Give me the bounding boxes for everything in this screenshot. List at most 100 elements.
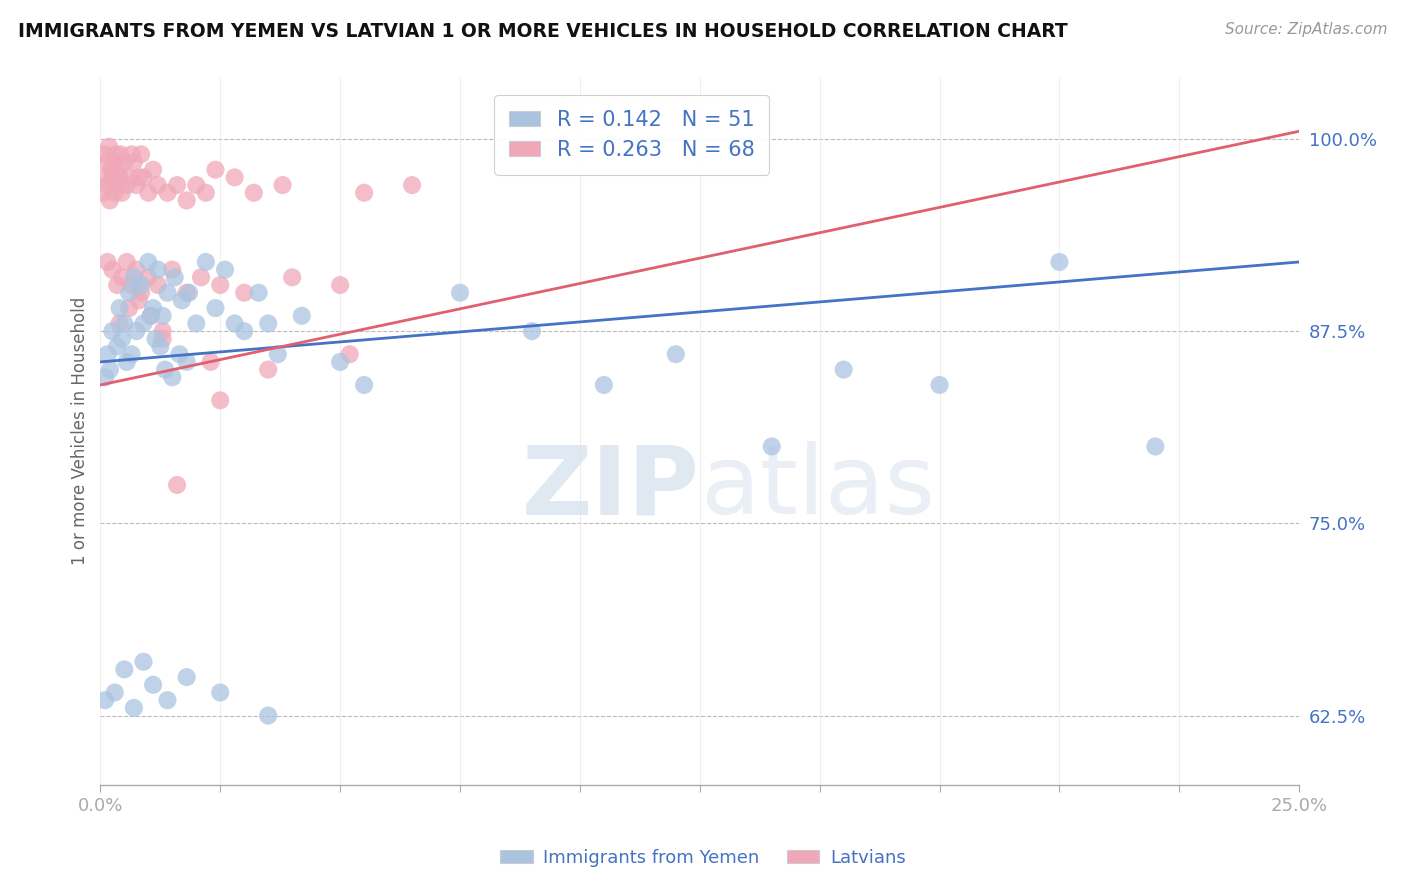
Point [128,170,150,185]
Point [928,378,950,392]
Point [152,324,174,338]
Point [209,278,232,293]
Point [121,278,143,293]
Point [91,186,114,200]
Point [176,355,198,369]
Point [153,362,176,376]
Point [156,693,179,707]
Point [98,362,121,376]
Point [257,708,280,723]
Point [243,186,266,200]
Point [132,170,155,185]
Point [166,478,188,492]
Point [101,262,124,277]
Point [125,324,148,338]
Point [110,147,132,161]
Point [104,147,127,161]
Point [132,317,155,331]
Point [112,662,135,676]
Point [98,139,121,153]
Point [115,355,138,369]
Point [146,278,169,293]
Point [118,170,141,185]
Point [329,278,352,293]
Point [156,186,179,200]
Y-axis label: 1 or more Vehicles in Household: 1 or more Vehicles in Household [72,297,89,566]
Point [129,147,152,161]
Text: atlas: atlas [700,442,935,534]
Point [257,317,280,331]
Point [291,309,314,323]
Point [665,347,688,361]
Point [125,178,148,192]
Point [169,347,191,361]
Point [129,285,152,300]
Point [142,301,165,315]
Point [101,324,124,338]
Point [94,170,117,185]
Point [122,701,145,715]
Point [136,186,159,200]
Point [128,293,150,308]
Point [449,285,471,300]
Point [162,370,184,384]
Legend: Immigrants from Yemen, Latvians: Immigrants from Yemen, Latvians [494,842,912,874]
Point [520,324,543,338]
Point [152,309,174,323]
Point [105,278,128,293]
Point [401,178,423,192]
Point [105,339,128,353]
Point [592,378,614,392]
Point [107,162,129,177]
Point [118,301,141,315]
Point [209,685,232,699]
Point [339,347,361,361]
Point [224,170,246,185]
Point [214,262,236,277]
Point [111,332,134,346]
Point [108,301,131,315]
Point [152,332,174,346]
Point [118,285,141,300]
Point [271,178,294,192]
Point [353,378,375,392]
Point [94,370,117,384]
Point [112,155,135,169]
Point [176,670,198,684]
Point [233,285,256,300]
Point [186,178,208,192]
Point [170,293,193,308]
Point [200,355,222,369]
Point [190,270,212,285]
Point [136,270,159,285]
Point [329,355,352,369]
Point [121,147,143,161]
Point [204,162,226,177]
Point [832,362,855,376]
Point [204,301,226,315]
Text: ZIP: ZIP [522,442,700,534]
Point [96,347,118,361]
Text: IMMIGRANTS FROM YEMEN VS LATVIAN 1 OR MORE VEHICLES IN HOUSEHOLD CORRELATION CHA: IMMIGRANTS FROM YEMEN VS LATVIAN 1 OR MO… [18,22,1069,41]
Point [111,270,134,285]
Point [122,155,145,169]
Point [96,255,118,269]
Point [156,285,179,300]
Point [94,155,117,169]
Point [142,162,165,177]
Point [93,147,115,161]
Point [111,186,134,200]
Point [186,317,208,331]
Point [94,693,117,707]
Point [105,178,128,192]
Point [142,678,165,692]
Point [125,262,148,277]
Point [122,270,145,285]
Point [115,255,138,269]
Point [1144,440,1167,454]
Point [233,324,256,338]
Point [132,655,155,669]
Point [224,317,246,331]
Point [139,309,162,323]
Legend: R = 0.142   N = 51, R = 0.263   N = 68: R = 0.142 N = 51, R = 0.263 N = 68 [495,95,769,175]
